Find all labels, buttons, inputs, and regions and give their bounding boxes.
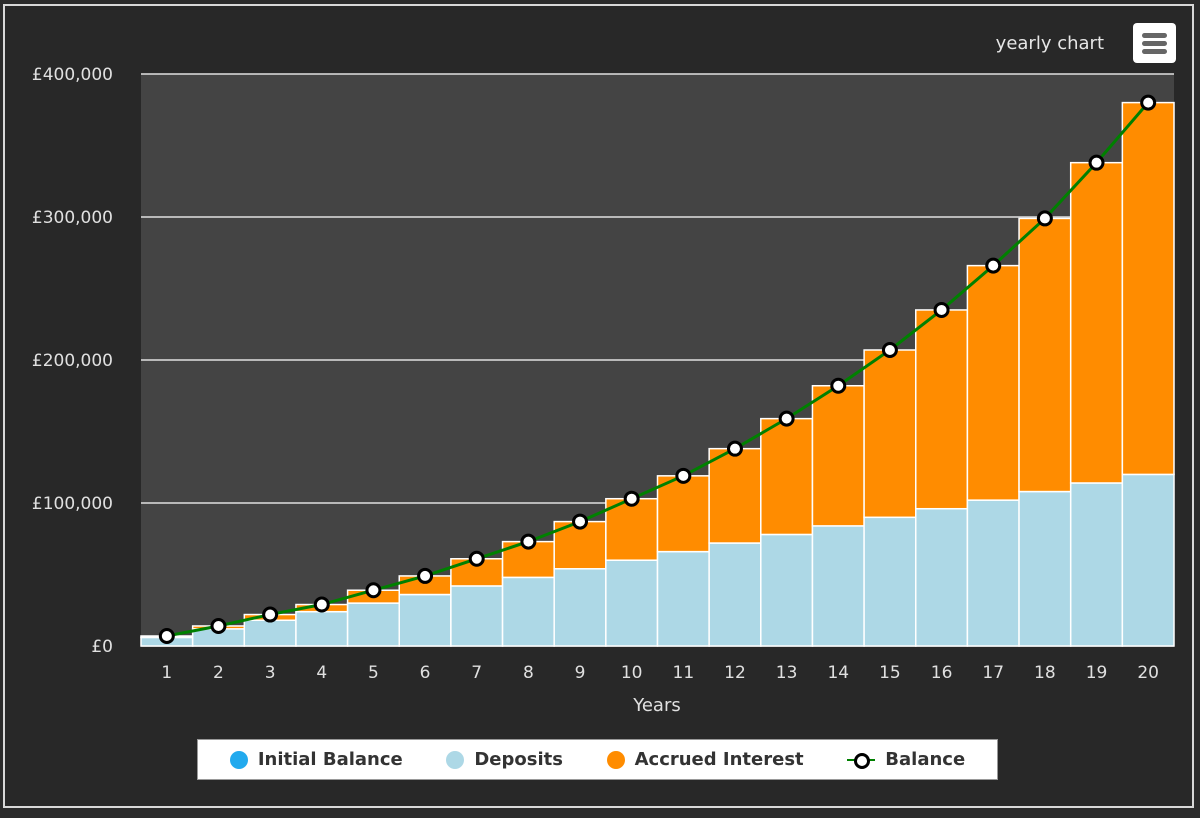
- x-tick-label: 13: [776, 663, 798, 683]
- x-tick-label: 14: [827, 663, 849, 683]
- legend-item-initial-balance[interactable]: Initial Balance: [229, 749, 403, 770]
- balance-point-marker[interactable]: [830, 377, 847, 394]
- balance-point-marker[interactable]: [520, 533, 537, 550]
- bar-segment[interactable]: [708, 447, 762, 544]
- y-tick-label: £100,000: [32, 494, 113, 514]
- bar-segment[interactable]: [1121, 473, 1175, 647]
- balance-point-marker[interactable]: [365, 582, 382, 599]
- bar-segment[interactable]: [863, 516, 917, 647]
- y-tick-label: £200,000: [32, 351, 113, 371]
- balance-point-marker[interactable]: [778, 410, 795, 427]
- x-tick-label: 12: [724, 663, 746, 683]
- balance-line: [166, 101, 1150, 638]
- legend-label: Deposits: [474, 749, 563, 770]
- bar-segment[interactable]: [760, 417, 814, 536]
- bar-segment[interactable]: [346, 602, 401, 647]
- accrued-interest-swatch-icon: [606, 750, 625, 769]
- legend-item-deposits[interactable]: Deposits: [446, 749, 563, 770]
- bar-segment[interactable]: [295, 610, 349, 647]
- hamburger-menu-icon: [1142, 33, 1167, 38]
- bar-segment[interactable]: [915, 309, 969, 510]
- x-tick-label: 6: [420, 663, 431, 683]
- bar-segment[interactable]: [811, 525, 865, 647]
- bar-segment[interactable]: [605, 559, 659, 647]
- bar-segment[interactable]: [656, 550, 710, 647]
- x-tick-label: 4: [316, 663, 327, 683]
- bar-segment[interactable]: [811, 384, 865, 527]
- legend-label: Balance: [885, 749, 966, 770]
- balance-point-marker[interactable]: [1036, 210, 1053, 227]
- x-axis-label: Years: [632, 695, 681, 716]
- initial-balance-swatch-icon: [229, 750, 248, 769]
- balance-point-marker[interactable]: [1088, 154, 1105, 171]
- bar-segment[interactable]: [1069, 161, 1124, 484]
- x-tick-label: 7: [471, 663, 482, 683]
- balance-point-marker[interactable]: [572, 513, 589, 530]
- bar-segment[interactable]: [760, 533, 814, 647]
- bar-segment[interactable]: [708, 542, 762, 647]
- legend-item-accrued-interest[interactable]: Accrued Interest: [606, 749, 804, 770]
- balance-point-marker[interactable]: [313, 596, 330, 613]
- bar-segment[interactable]: [450, 585, 504, 647]
- hamburger-menu-icon-bar: [1142, 41, 1167, 46]
- hamburger-menu-icon-bar: [1142, 49, 1167, 54]
- balance-point-marker[interactable]: [623, 490, 640, 507]
- x-tick-label: 2: [213, 663, 224, 683]
- x-tick-label: 8: [523, 663, 534, 683]
- deposits-swatch-icon: [446, 750, 465, 769]
- y-tick-label: £300,000: [32, 208, 113, 228]
- bar-segment[interactable]: [398, 593, 452, 647]
- balance-point-marker[interactable]: [417, 567, 434, 584]
- legend: Initial Balance Deposits Accrued Interes…: [197, 739, 998, 780]
- balance-point-marker[interactable]: [1140, 94, 1157, 111]
- legend-item-balance[interactable]: Balance: [847, 749, 965, 770]
- x-tick-label: 3: [265, 663, 276, 683]
- bar-segment[interactable]: [1121, 101, 1175, 476]
- y-tick-label: £400,000: [32, 65, 113, 85]
- bar-segment[interactable]: [1018, 217, 1072, 493]
- x-tick-label: 16: [931, 663, 953, 683]
- balance-point-marker[interactable]: [262, 606, 279, 623]
- bar-segment[interactable]: [1018, 490, 1072, 647]
- chart-title: yearly chart: [995, 33, 1104, 54]
- bar-segment[interactable]: [243, 619, 297, 647]
- bar-segment[interactable]: [915, 507, 969, 647]
- x-tick-label: 9: [575, 663, 586, 683]
- x-tick-label: 19: [1086, 663, 1108, 683]
- legend-label: Accrued Interest: [634, 749, 804, 770]
- balance-point-marker[interactable]: [985, 257, 1002, 274]
- bar-segment[interactable]: [501, 576, 555, 647]
- x-tick-label: 1: [161, 663, 172, 683]
- bar-segment[interactable]: [553, 568, 607, 647]
- x-tick-label: 5: [368, 663, 379, 683]
- chart-menu-button[interactable]: [1133, 23, 1176, 63]
- balance-point-marker[interactable]: [468, 550, 485, 567]
- x-tick-label: 11: [673, 663, 695, 683]
- bar-segment[interactable]: [966, 264, 1020, 501]
- balance-point-marker[interactable]: [726, 440, 743, 457]
- balance-point-marker[interactable]: [933, 301, 950, 318]
- balance-point-marker[interactable]: [675, 467, 692, 484]
- balance-point-marker[interactable]: [881, 341, 898, 358]
- x-tick-label: 10: [621, 663, 643, 683]
- bar-segment[interactable]: [1069, 482, 1124, 647]
- bar-segment[interactable]: [863, 349, 917, 519]
- x-tick-label: 20: [1137, 663, 1159, 683]
- balance-point-marker[interactable]: [158, 627, 175, 644]
- x-tick-label: 18: [1034, 663, 1056, 683]
- bar-segment[interactable]: [966, 499, 1020, 647]
- bar-segment[interactable]: [656, 475, 710, 553]
- legend-label: Initial Balance: [257, 749, 403, 770]
- x-tick-label: 17: [982, 663, 1004, 683]
- balance-point-marker[interactable]: [210, 617, 227, 634]
- x-tick-label: 15: [879, 663, 901, 683]
- y-tick-label: £0: [91, 637, 113, 657]
- balance-line-marker-icon: [847, 751, 876, 769]
